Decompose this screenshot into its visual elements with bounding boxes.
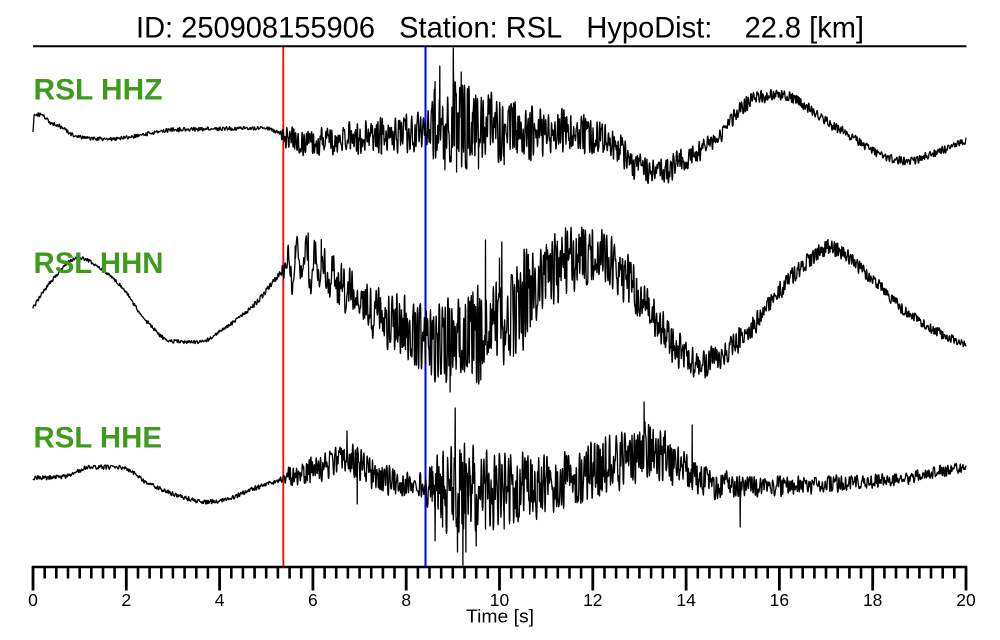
svg-text:12: 12: [583, 590, 602, 610]
svg-text:14: 14: [676, 590, 696, 610]
svg-text:Time [s]: Time [s]: [466, 606, 534, 627]
svg-text:8: 8: [401, 590, 411, 610]
svg-text:2: 2: [121, 590, 131, 610]
svg-text:0: 0: [28, 590, 38, 610]
svg-text:ID: 250908155906 Station: RS: ID: 250908155906 Station: RSL HypoDist: …: [136, 12, 864, 45]
svg-text:16: 16: [770, 590, 789, 610]
svg-text:18: 18: [863, 590, 882, 610]
svg-text:10: 10: [490, 590, 510, 610]
svg-text:RSL HHN: RSL HHN: [34, 247, 164, 280]
svg-text:4: 4: [215, 590, 225, 610]
svg-text:RSL HHZ: RSL HHZ: [34, 74, 163, 107]
svg-text:RSL HHE: RSL HHE: [34, 422, 163, 455]
svg-text:6: 6: [308, 590, 318, 610]
svg-text:20: 20: [956, 590, 976, 610]
